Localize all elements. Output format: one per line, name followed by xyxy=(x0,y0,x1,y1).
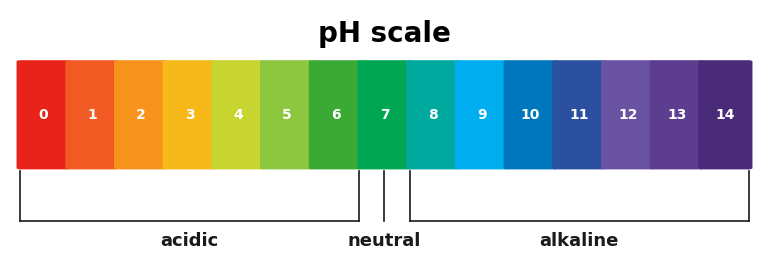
Text: 13: 13 xyxy=(667,108,687,122)
FancyBboxPatch shape xyxy=(17,60,71,169)
Text: alkaline: alkaline xyxy=(540,232,619,250)
FancyBboxPatch shape xyxy=(504,60,558,169)
Text: 10: 10 xyxy=(521,108,541,122)
FancyBboxPatch shape xyxy=(260,60,314,169)
Text: 4: 4 xyxy=(234,108,243,122)
Text: pH scale: pH scale xyxy=(318,20,451,48)
FancyBboxPatch shape xyxy=(358,60,411,169)
Text: 7: 7 xyxy=(380,108,389,122)
Text: 5: 5 xyxy=(282,108,292,122)
Text: neutral: neutral xyxy=(348,232,421,250)
Text: 6: 6 xyxy=(331,108,341,122)
FancyBboxPatch shape xyxy=(454,60,509,169)
FancyBboxPatch shape xyxy=(114,60,168,169)
FancyBboxPatch shape xyxy=(308,60,363,169)
FancyBboxPatch shape xyxy=(601,60,655,169)
Text: 1: 1 xyxy=(88,108,97,122)
FancyBboxPatch shape xyxy=(406,60,460,169)
Text: 14: 14 xyxy=(716,108,735,122)
Text: 12: 12 xyxy=(618,108,638,122)
FancyBboxPatch shape xyxy=(552,60,606,169)
FancyBboxPatch shape xyxy=(698,60,752,169)
Text: 8: 8 xyxy=(428,108,438,122)
Text: acidic: acidic xyxy=(161,232,219,250)
Text: 0: 0 xyxy=(38,108,48,122)
FancyBboxPatch shape xyxy=(65,60,119,169)
FancyBboxPatch shape xyxy=(650,60,704,169)
FancyBboxPatch shape xyxy=(211,60,265,169)
Text: 9: 9 xyxy=(477,108,487,122)
Text: 11: 11 xyxy=(570,108,589,122)
FancyBboxPatch shape xyxy=(162,60,217,169)
Text: 3: 3 xyxy=(185,108,195,122)
Text: 2: 2 xyxy=(136,108,146,122)
